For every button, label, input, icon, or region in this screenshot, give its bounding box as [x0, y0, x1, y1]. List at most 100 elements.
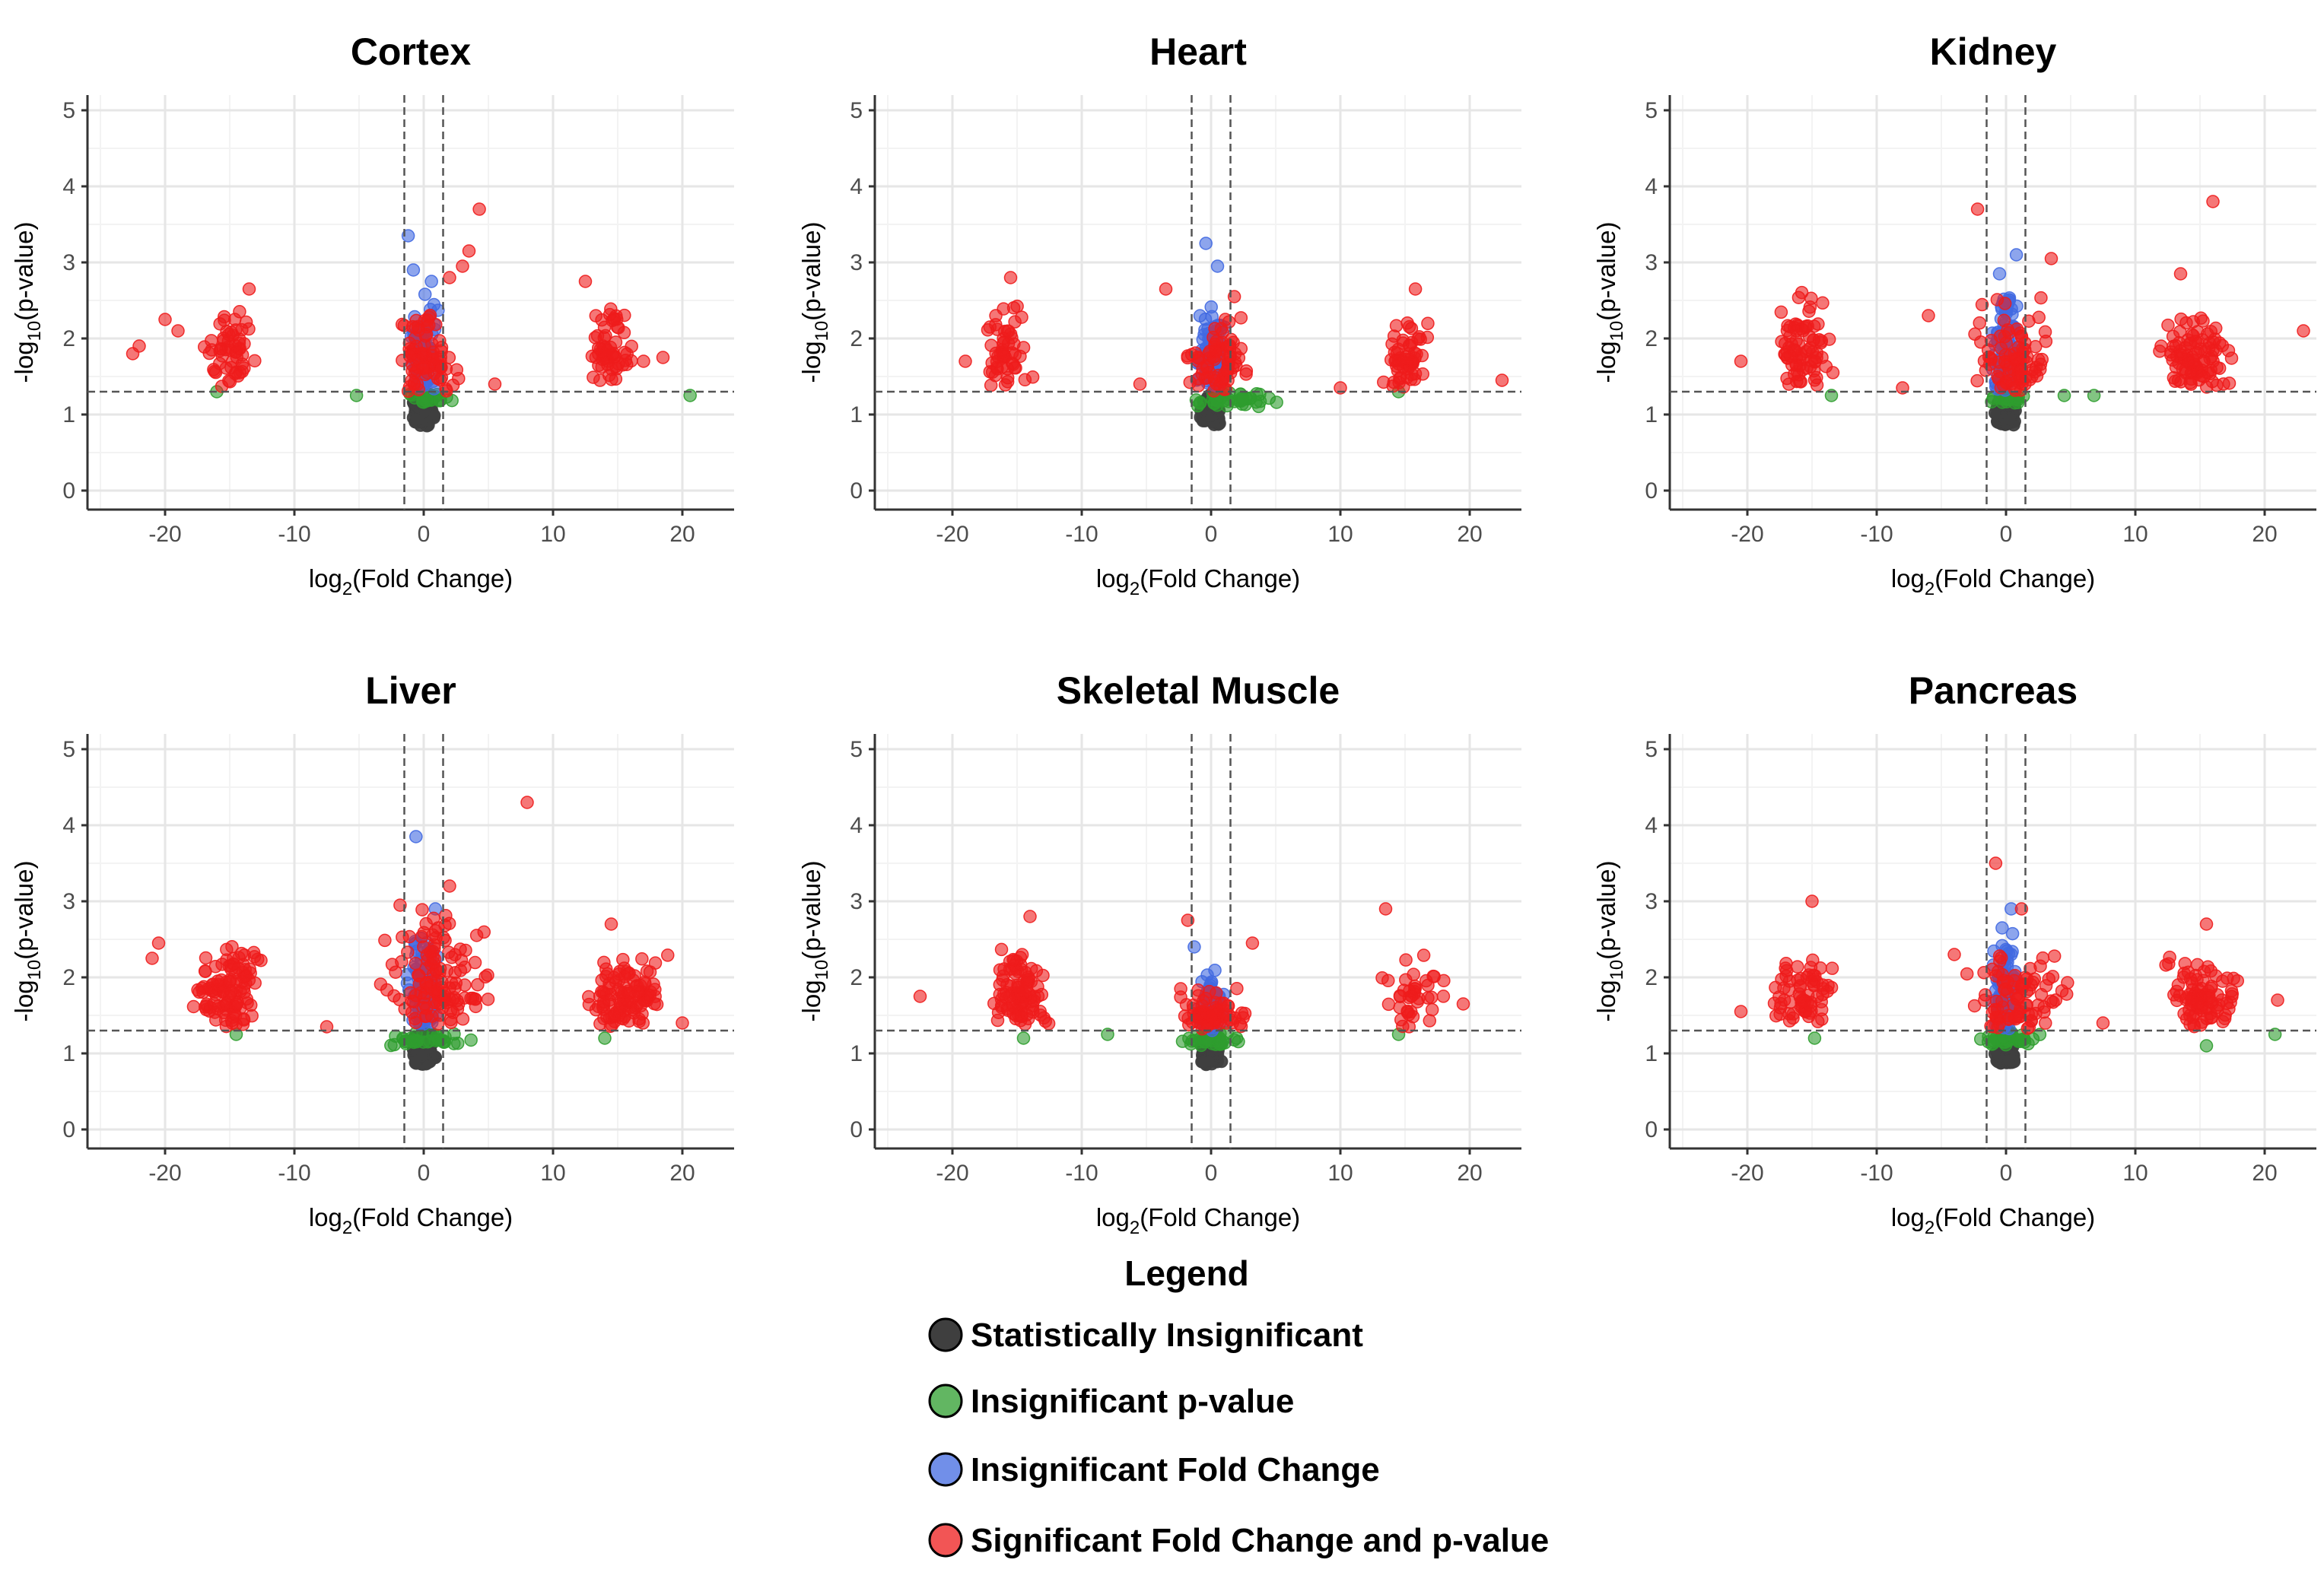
y-axis-label-rest: (p-value)	[10, 222, 38, 321]
x-axis-label-sub: 2	[1925, 579, 1935, 599]
x-axis-label-main: log	[1891, 1203, 1925, 1231]
data-point-statistically-insignificant	[410, 412, 424, 426]
data-point-significant	[1824, 980, 1839, 995]
data-point-significant	[2159, 958, 2173, 972]
data-point-significant	[151, 936, 166, 950]
data-point-significant	[1408, 282, 1423, 296]
data-point-significant	[2190, 973, 2204, 986]
data-point-significant	[1183, 375, 1197, 389]
data-point-significant	[248, 354, 262, 368]
data-point-significant	[1034, 1008, 1048, 1022]
data-point-significant	[207, 996, 221, 1011]
data-point-significant	[1804, 341, 1817, 354]
data-point-significant	[1029, 964, 1044, 978]
data-point-significant	[472, 202, 486, 216]
y-tick-label: 4	[62, 174, 75, 199]
y-axis-label-rest: (p-value)	[797, 222, 825, 321]
y-axis-label-sub: 10	[1607, 321, 1627, 341]
data-point-significant	[132, 339, 146, 353]
panel-title: Heart	[1149, 30, 1247, 73]
data-point-significant	[2059, 987, 2074, 1001]
data-point-significant	[2199, 917, 2214, 931]
data-point-significant	[1196, 362, 1210, 376]
data-point-significant	[1456, 997, 1470, 1011]
data-point-significant	[230, 997, 244, 1011]
data-point-significant	[450, 363, 464, 376]
data-point-significant	[439, 909, 453, 923]
data-point-significant	[1816, 296, 1830, 310]
data-point-significant	[612, 357, 625, 371]
x-tick-label: 20	[2252, 522, 2277, 547]
legend-marker	[928, 1317, 963, 1352]
data-point-significant	[520, 796, 534, 809]
data-point-significant	[2032, 310, 2046, 325]
x-axis-label-rest: (Fold Change)	[1935, 1203, 2095, 1231]
data-point-significant	[186, 999, 201, 1014]
data-point-significant	[2001, 975, 2015, 989]
legend-item-insignificant-fold-change: Insignificant Fold Change	[928, 1451, 1380, 1488]
x-tick-label: 20	[669, 522, 695, 547]
data-point-significant	[444, 1003, 458, 1018]
data-point-significant	[1195, 999, 1210, 1012]
data-point-insignificant-fold-change	[2009, 248, 2024, 262]
data-point-significant	[1436, 990, 1451, 1003]
data-point-significant	[1970, 202, 1985, 216]
data-point-significant	[228, 338, 243, 353]
data-point-insignificant-p-value	[1218, 1036, 1232, 1050]
data-point-statistically-insignificant	[1196, 1055, 1210, 1069]
data-point-significant	[996, 973, 1009, 987]
data-point-insignificant-p-value	[1175, 1034, 1190, 1048]
data-point-significant	[1495, 373, 1509, 387]
data-points	[145, 796, 689, 1071]
data-point-significant	[661, 948, 675, 962]
x-tick-label: 10	[540, 522, 565, 547]
data-point-significant	[462, 244, 476, 258]
data-point-insignificant-fold-change	[1198, 312, 1213, 326]
data-point-significant	[1825, 961, 1839, 975]
x-tick-label: 10	[2122, 1161, 2148, 1186]
data-point-significant	[403, 986, 418, 1000]
data-point-significant	[990, 354, 1004, 369]
data-point-significant	[1922, 309, 1935, 322]
data-point-significant	[419, 977, 433, 991]
y-axis-label-main: -log	[1592, 341, 1620, 383]
panel-title: Pancreas	[1909, 669, 2078, 712]
legend-label: Significant Fold Change and p-value	[971, 1522, 1549, 1559]
data-point-statistically-insignificant	[415, 1048, 429, 1063]
data-point-significant	[600, 344, 615, 357]
x-tick-label: -10	[278, 522, 310, 547]
data-point-significant	[2025, 363, 2039, 377]
data-point-significant	[1734, 1005, 1748, 1018]
data-point-significant	[1994, 951, 2008, 965]
data-point-significant	[1970, 373, 1984, 388]
x-tick-label: -10	[1065, 522, 1098, 547]
data-point-significant	[1390, 359, 1404, 373]
x-axis-label-main: log	[1096, 1203, 1130, 1231]
y-axis-label-sub: 10	[24, 960, 45, 980]
data-point-significant	[2161, 318, 2175, 332]
data-point-significant	[416, 361, 430, 376]
data-point-significant	[2039, 1016, 2052, 1030]
data-point-significant	[199, 951, 213, 965]
y-tick-label: 2	[1645, 326, 1658, 351]
data-point-significant	[1789, 324, 1804, 338]
x-tick-label: -20	[936, 522, 968, 547]
y-axis-label-rest: (p-value)	[1592, 861, 1620, 960]
data-point-significant	[2218, 1008, 2232, 1022]
data-point-significant	[1159, 282, 1173, 296]
data-point-significant	[453, 964, 468, 977]
data-point-significant	[1000, 1002, 1014, 1015]
data-point-significant	[2005, 376, 2019, 390]
data-point-significant	[2061, 976, 2074, 990]
data-point-significant	[1998, 297, 2012, 310]
data-point-significant	[2171, 978, 2186, 992]
data-point-significant	[395, 955, 409, 969]
data-point-significant	[433, 961, 447, 976]
y-axis-label: -log10(p-value)	[797, 222, 832, 383]
x-tick-label: -10	[1860, 1161, 1893, 1186]
x-axis-label: log2(Fold Change)	[1891, 1203, 2095, 1238]
data-point-significant	[245, 1009, 259, 1023]
x-tick-label: 20	[669, 1161, 695, 1186]
